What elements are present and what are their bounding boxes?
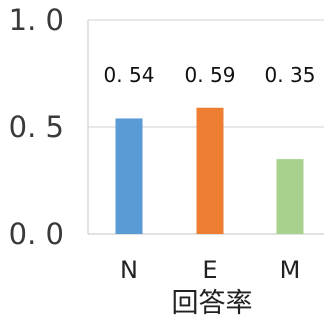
x-tick-label-m: M: [280, 256, 301, 284]
y-tick-label-0: 0. 0: [9, 217, 64, 251]
x-axis-label: 回答率: [172, 288, 253, 319]
y-tick-label-2: 1. 0: [9, 3, 64, 37]
y-tick-label-1: 0. 5: [9, 110, 64, 144]
data-label-m: 0. 35: [265, 63, 316, 87]
y-axis-ticks: 0. 0 0. 5 1. 0: [9, 3, 64, 251]
x-tick-label-n: N: [120, 256, 138, 284]
x-tick-label-e: E: [202, 256, 217, 284]
data-labels: 0. 54 0. 59 0. 35: [104, 63, 316, 87]
bar-m: [276, 159, 304, 234]
data-label-e: 0. 59: [185, 63, 236, 87]
bar-e: [196, 107, 224, 234]
bar-n: [115, 118, 143, 234]
data-label-n: 0. 54: [104, 63, 155, 87]
bars: [115, 107, 304, 234]
